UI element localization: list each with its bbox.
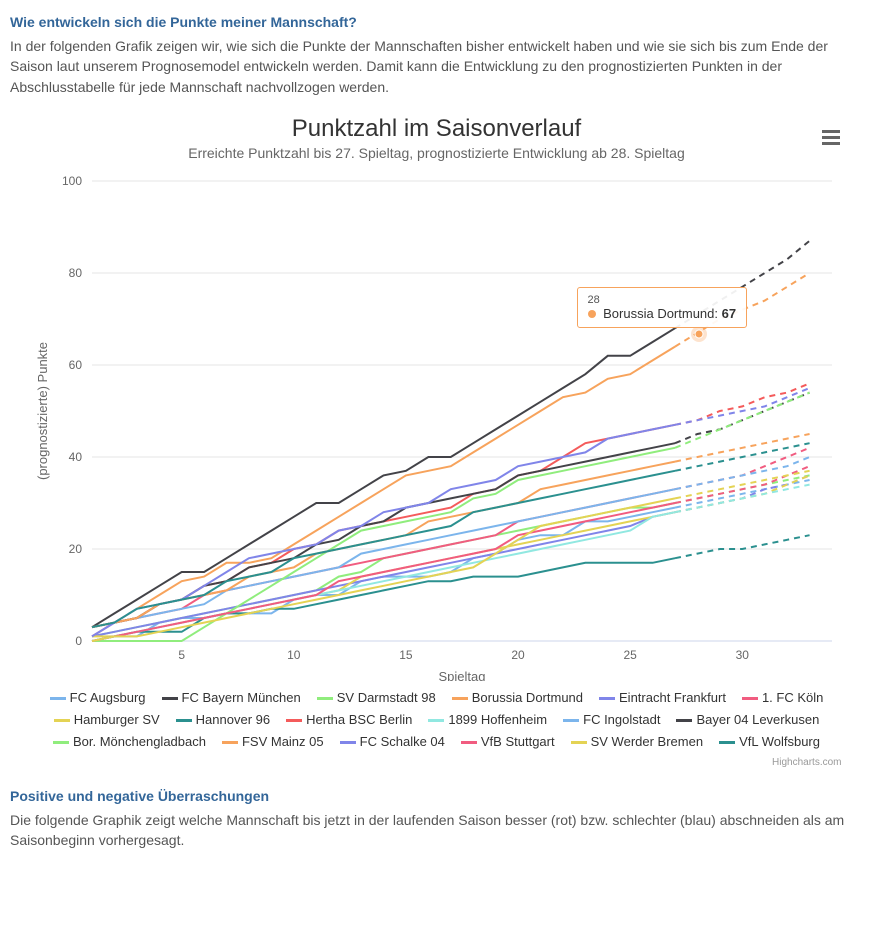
legend-label: SV Darmstadt 98 [337, 690, 436, 705]
svg-text:100: 100 [61, 174, 81, 188]
legend-item[interactable]: Bayer 04 Leverkusen [676, 709, 819, 731]
legend-swatch-icon [742, 697, 758, 700]
legend-item[interactable]: VfL Wolfsburg [719, 731, 820, 753]
legend-label: 1. FC Köln [762, 690, 823, 705]
svg-text:40: 40 [68, 450, 82, 464]
legend-label: Borussia Dortmund [472, 690, 583, 705]
svg-text:80: 80 [68, 266, 82, 280]
legend-item[interactable]: FC Bayern München [162, 687, 301, 709]
legend-item[interactable]: FC Augsburg [50, 687, 146, 709]
legend-label: Hamburger SV [74, 712, 160, 727]
legend-label: FSV Mainz 05 [242, 734, 324, 749]
legend-item[interactable]: Bor. Mönchengladbach [53, 731, 206, 753]
legend-swatch-icon [428, 719, 444, 722]
legend-label: 1899 Hoffenheim [448, 712, 547, 727]
section2-heading: Positive und negative Überraschungen [10, 788, 863, 804]
legend-swatch-icon [676, 719, 692, 722]
legend-item[interactable]: FC Schalke 04 [340, 731, 445, 753]
chart-title: Punktzahl im Saisonverlauf [22, 115, 852, 143]
legend-item[interactable]: Borussia Dortmund [452, 687, 583, 709]
chart-plot: 0 20 40 60 80 100 5 10 15 20 25 30 Spieltag (prognost… [22, 171, 852, 681]
legend-item[interactable]: FC Ingolstadt [563, 709, 660, 731]
legend-label: FC Schalke 04 [360, 734, 445, 749]
legend-label: Hannover 96 [196, 712, 270, 727]
legend-swatch-icon [461, 741, 477, 744]
legend-swatch-icon [571, 741, 587, 744]
section1-body: In der folgenden Grafik zeigen wir, wie … [10, 36, 863, 97]
svg-text:Spieltag: Spieltag [438, 669, 485, 681]
legend-swatch-icon [286, 719, 302, 722]
svg-text:10: 10 [287, 648, 301, 662]
legend-label: VfB Stuttgart [481, 734, 555, 749]
legend-item[interactable]: FSV Mainz 05 [222, 731, 324, 753]
legend-swatch-icon [599, 697, 615, 700]
legend-item[interactable]: SV Werder Bremen [571, 731, 703, 753]
chart-credits[interactable]: Highcharts.com [22, 757, 852, 768]
legend-item[interactable]: Hertha BSC Berlin [286, 709, 412, 731]
legend-swatch-icon [54, 719, 70, 722]
legend-item[interactable]: SV Darmstadt 98 [317, 687, 436, 709]
svg-text:(prognostizierte) Punkte: (prognostizierte) Punkte [35, 342, 50, 480]
chart-legend: FC Augsburg FC Bayern München SV Darmstadt… [22, 681, 852, 757]
legend-item[interactable]: Hamburger SV [54, 709, 160, 731]
legend-swatch-icon [719, 741, 735, 744]
section1-heading: Wie entwickeln sich die Punkte meiner Ma… [10, 14, 863, 30]
svg-text:25: 25 [623, 648, 637, 662]
legend-label: FC Ingolstadt [583, 712, 660, 727]
svg-text:30: 30 [735, 648, 749, 662]
svg-text:0: 0 [75, 634, 82, 648]
legend-label: Bor. Mönchengladbach [73, 734, 206, 749]
legend-label: Eintracht Frankfurt [619, 690, 726, 705]
legend-label: Bayer 04 Leverkusen [696, 712, 819, 727]
legend-label: SV Werder Bremen [591, 734, 703, 749]
legend-item[interactable]: 1. FC Köln [742, 687, 823, 709]
legend-item[interactable]: VfB Stuttgart [461, 731, 555, 753]
legend-item[interactable]: Hannover 96 [176, 709, 270, 731]
svg-text:20: 20 [511, 648, 525, 662]
chart-menu-icon[interactable] [818, 123, 844, 152]
svg-text:60: 60 [68, 358, 82, 372]
legend-swatch-icon [53, 741, 69, 744]
legend-swatch-icon [50, 697, 66, 700]
legend-swatch-icon [340, 741, 356, 744]
legend-label: FC Augsburg [70, 690, 146, 705]
legend-swatch-icon [162, 697, 178, 700]
legend-item[interactable]: Eintracht Frankfurt [599, 687, 726, 709]
legend-label: Hertha BSC Berlin [306, 712, 412, 727]
legend-swatch-icon [317, 697, 333, 700]
svg-text:5: 5 [178, 648, 185, 662]
section2-body: Die folgende Graphik zeigt welche Mannsc… [10, 810, 863, 851]
legend-swatch-icon [563, 719, 579, 722]
legend-item[interactable]: 1899 Hoffenheim [428, 709, 547, 731]
legend-swatch-icon [222, 741, 238, 744]
legend-swatch-icon [452, 697, 468, 700]
legend-label: VfL Wolfsburg [739, 734, 820, 749]
chart-subtitle: Erreichte Punktzahl bis 27. Spieltag, pr… [22, 145, 852, 161]
legend-label: FC Bayern München [182, 690, 301, 705]
svg-text:15: 15 [399, 648, 413, 662]
legend-swatch-icon [176, 719, 192, 722]
chart-container: Punktzahl im Saisonverlauf Erreichte Pun… [22, 115, 852, 768]
svg-text:20: 20 [68, 542, 82, 556]
